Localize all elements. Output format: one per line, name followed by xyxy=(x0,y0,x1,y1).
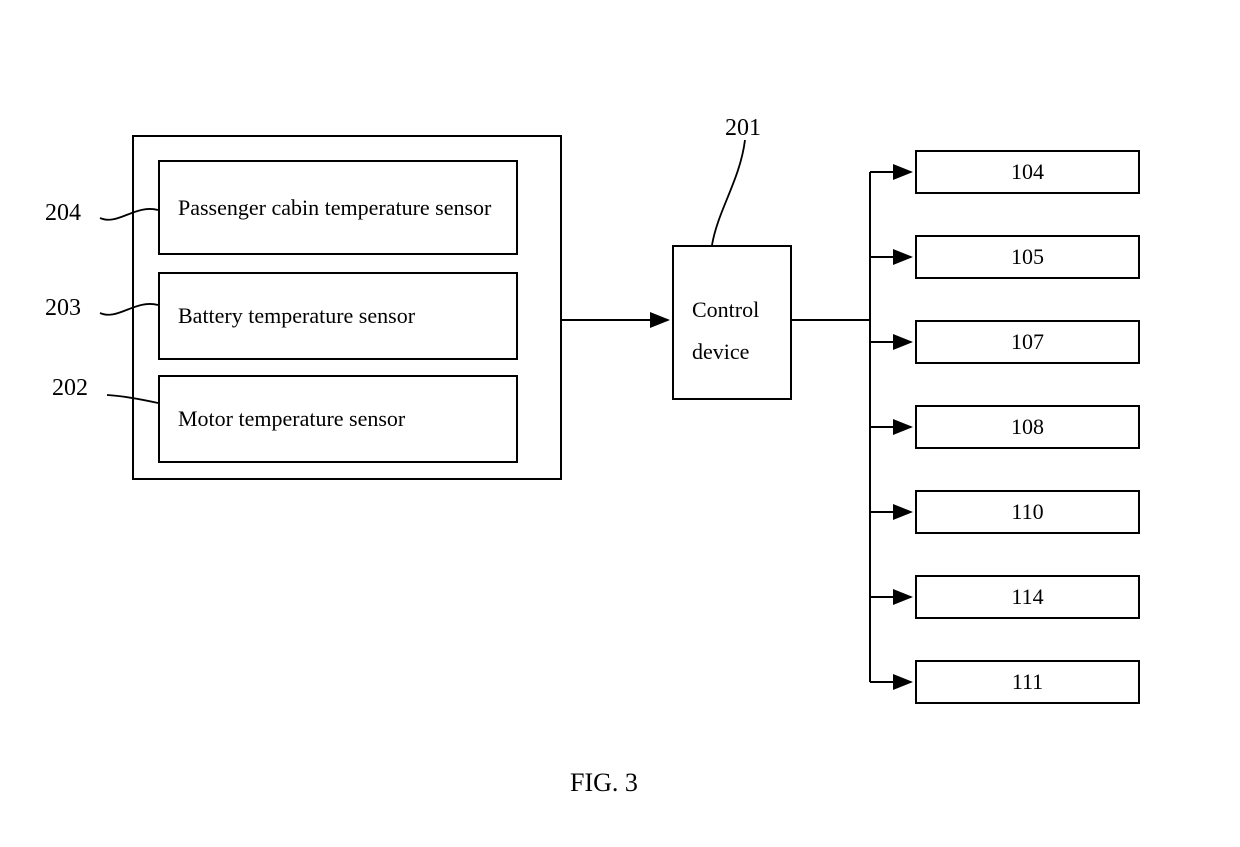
output-label-108: 108 xyxy=(1011,406,1044,448)
output-label-114: 114 xyxy=(1011,576,1043,618)
figure-caption: FIG. 3 xyxy=(570,768,638,798)
output-label-107: 107 xyxy=(1011,321,1044,363)
output-label-110: 110 xyxy=(1011,491,1043,533)
output-label-111: 111 xyxy=(1012,661,1043,703)
output-box-114: 114 xyxy=(915,575,1140,619)
ref-label-201: 201 xyxy=(725,115,761,142)
output-box-110: 110 xyxy=(915,490,1140,534)
sensor-box-203: Battery temperature sensor xyxy=(158,272,518,360)
sensor-box-204: Passenger cabin temperature sensor xyxy=(158,160,518,255)
ref-label-202: 202 xyxy=(52,375,88,402)
sensor-box-202: Motor temperature sensor xyxy=(158,375,518,463)
control-box: Control device xyxy=(672,245,792,400)
ref-label-204: 204 xyxy=(45,200,81,227)
output-box-108: 108 xyxy=(915,405,1140,449)
output-box-104: 104 xyxy=(915,150,1140,194)
output-box-105: 105 xyxy=(915,235,1140,279)
output-box-111: 111 xyxy=(915,660,1140,704)
control-label: Control device xyxy=(692,289,772,373)
sensor-label-204: Passenger cabin temperature sensor xyxy=(178,187,491,229)
output-box-107: 107 xyxy=(915,320,1140,364)
leader-201 xyxy=(712,140,745,245)
sensor-label-202: Motor temperature sensor xyxy=(178,398,405,440)
output-label-105: 105 xyxy=(1011,236,1044,278)
output-label-104: 104 xyxy=(1011,151,1044,193)
ref-label-203: 203 xyxy=(45,295,81,322)
sensor-label-203: Battery temperature sensor xyxy=(178,295,415,337)
